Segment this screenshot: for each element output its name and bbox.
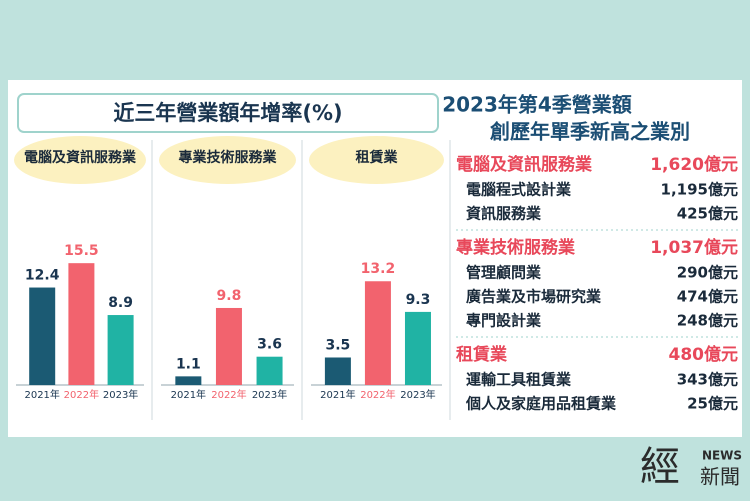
chart-title: 租賃業 [356, 149, 399, 166]
chart-title: 專業技術服務業 [179, 149, 278, 166]
item-name: 廣告業及市場研究業 [466, 288, 602, 306]
logo-mark: 經 [640, 444, 680, 490]
chart-title: 電腦及資訊服務業 [24, 149, 137, 166]
item-value: 343億元 [677, 371, 738, 389]
group-total: 1,620億元 [650, 154, 738, 175]
item-name: 個人及家庭用品租賃業 [465, 395, 617, 413]
bar [68, 263, 95, 385]
x-tick-label: 2023年 [252, 388, 287, 401]
group-total: 480億元 [669, 344, 739, 365]
group-name: 電腦及資訊服務業 [456, 154, 592, 175]
item-value: 474億元 [677, 288, 738, 306]
value-label: 8.9 [108, 295, 133, 311]
item-value: 290億元 [677, 264, 738, 282]
item-value: 25億元 [687, 395, 738, 413]
x-tick-label: 2021年 [171, 388, 206, 401]
value-label: 12.4 [25, 268, 60, 284]
item-name: 資訊服務業 [466, 205, 542, 223]
x-tick-label: 2022年 [360, 388, 395, 401]
value-label: 15.5 [64, 243, 99, 259]
x-tick-label: 2021年 [320, 388, 355, 401]
x-tick-label: 2022年 [64, 388, 99, 401]
value-label: 3.6 [257, 337, 282, 353]
group-name: 專業技術服務業 [456, 237, 575, 258]
title-backdrop [159, 136, 296, 184]
x-tick-label: 2022年 [211, 388, 246, 401]
bar [364, 281, 391, 385]
bar [256, 356, 283, 385]
summary-title: 創歷年單季新高之業別 [489, 120, 690, 144]
bar [324, 357, 351, 385]
x-tick-label: 2023年 [103, 388, 138, 401]
group-total: 1,037億元 [650, 237, 738, 258]
group-name: 租賃業 [456, 344, 507, 365]
item-value: 1,195億元 [661, 181, 738, 199]
x-tick-label: 2021年 [24, 388, 59, 401]
title-backdrop [14, 136, 146, 184]
item-value: 425億元 [677, 205, 738, 223]
heading-box [17, 93, 439, 133]
item-value: 248億元 [677, 312, 738, 330]
title-backdrop [309, 136, 444, 184]
value-label: 3.5 [325, 337, 350, 353]
value-label: 9.8 [217, 288, 242, 304]
x-tick-label: 2023年 [400, 388, 435, 401]
bar [107, 315, 134, 385]
value-label: 1.1 [176, 356, 201, 372]
item-name: 管理顧問業 [466, 264, 542, 282]
bar [175, 376, 202, 385]
item-name: 電腦程式設計業 [466, 181, 572, 199]
item-name: 運輸工具租賃業 [466, 371, 572, 389]
logo-tag: NEWS [702, 449, 742, 463]
bar [404, 311, 431, 385]
bar [29, 287, 56, 385]
value-label: 13.2 [361, 261, 396, 277]
value-label: 9.3 [406, 292, 431, 308]
bar [215, 307, 242, 385]
logo-name: 新聞 [700, 465, 740, 489]
summary-title: 2023年第4季營業額 [442, 93, 632, 117]
heading: 近三年營業額年增率(%) [113, 101, 342, 125]
item-name: 專門設計業 [466, 312, 542, 330]
